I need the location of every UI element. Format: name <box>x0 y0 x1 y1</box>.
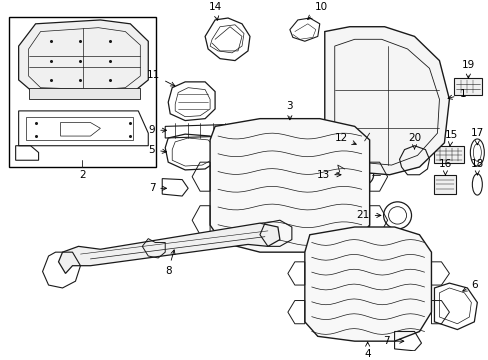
Text: 1: 1 <box>447 89 465 99</box>
Text: 18: 18 <box>470 159 483 175</box>
Text: 9: 9 <box>148 125 166 135</box>
Text: 2: 2 <box>79 170 85 180</box>
Polygon shape <box>59 223 279 274</box>
Text: 17: 17 <box>470 128 483 145</box>
Text: 6: 6 <box>462 280 477 291</box>
Polygon shape <box>19 20 148 97</box>
Bar <box>433 146 464 163</box>
Text: 16: 16 <box>438 159 451 175</box>
Text: 10: 10 <box>307 2 327 19</box>
Polygon shape <box>324 27 448 175</box>
Text: 11: 11 <box>147 70 175 86</box>
Polygon shape <box>210 119 369 252</box>
Text: 7: 7 <box>382 336 403 346</box>
Bar <box>433 175 455 194</box>
Bar <box>453 78 481 95</box>
Text: 15: 15 <box>444 130 457 146</box>
Text: 21: 21 <box>356 210 380 220</box>
Polygon shape <box>29 88 140 99</box>
Text: 4: 4 <box>364 342 370 359</box>
Text: 13: 13 <box>316 170 340 180</box>
Text: 5: 5 <box>148 145 166 154</box>
Text: 12: 12 <box>334 133 356 145</box>
Bar <box>9 17 156 167</box>
Polygon shape <box>304 227 430 341</box>
Text: 3: 3 <box>286 101 293 120</box>
Text: 19: 19 <box>461 60 474 78</box>
Bar <box>25 117 133 140</box>
Text: 20: 20 <box>407 133 420 149</box>
Text: 8: 8 <box>164 250 175 276</box>
Text: 7: 7 <box>148 183 166 193</box>
Text: 14: 14 <box>208 2 221 20</box>
